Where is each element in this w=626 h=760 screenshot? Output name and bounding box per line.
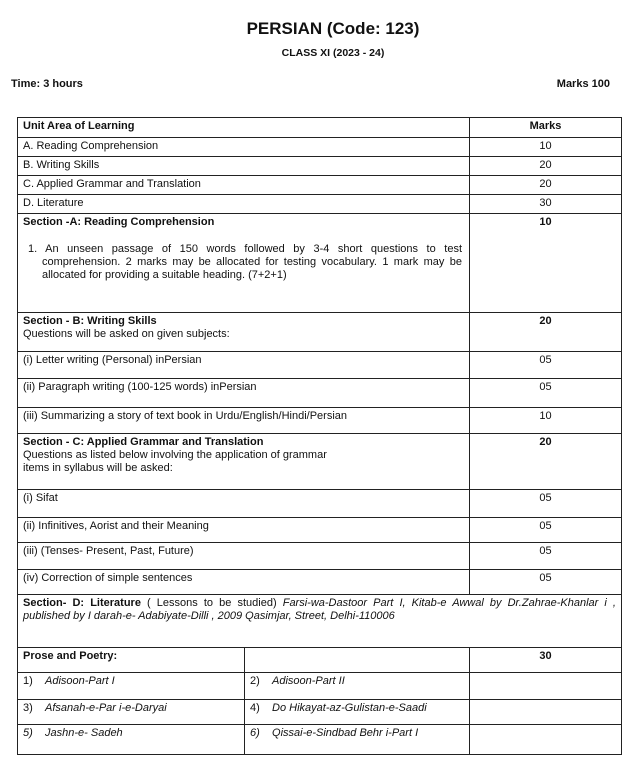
lesson: 3) Afsanah-e-Par i-e-Daryai <box>17 699 245 725</box>
item-label: (i) Letter writing (Personal) inPersian <box>17 351 470 379</box>
section-b-marks: 20 <box>539 315 552 327</box>
unit-label: A. Reading Comprehension <box>17 137 470 157</box>
table-row: (i) Letter writing (Personal) inPersian 0… <box>17 351 622 379</box>
section-c-title: Section - C: Applied Grammar and Transla… <box>23 436 264 448</box>
section-c-text: items in syllabus will be asked: <box>23 462 173 474</box>
unit-label: D. Literature <box>17 194 470 214</box>
section-a-text: 1. An unseen passage of 150 words follow… <box>28 243 462 281</box>
lesson: 4) Do Hikayat-az-Gulistan-e-Saadi <box>244 699 470 725</box>
table-row: (iii) Summarizing a story of text book i… <box>17 407 622 434</box>
lesson: 1) Adisoon-Part I <box>17 672 245 700</box>
item-label: (iii) Summarizing a story of text book i… <box>17 407 470 434</box>
item-marks: 05 <box>469 489 622 518</box>
item-marks: 05 <box>469 351 622 379</box>
table-row: B. Writing Skills 20 <box>17 156 622 176</box>
section-d-text: ( Lessons to be studied) <box>140 597 283 609</box>
time-label: Time: 3 hours <box>11 78 83 90</box>
item-marks: 05 <box>469 517 622 543</box>
unit-marks: 20 <box>469 156 622 176</box>
table-row: (i) Sifat 05 <box>17 489 622 518</box>
table-row: (ii) Infinitives, Aorist and their Meani… <box>17 517 622 543</box>
unit-label: C. Applied Grammar and Translation <box>17 175 470 195</box>
unit-marks: 20 <box>469 175 622 195</box>
item-label: (iii) (Tenses- Present, Past, Future) <box>17 542 470 570</box>
col-unit: Unit Area of Learning <box>23 120 135 132</box>
lesson-row: 5) Jashn-e- Sadeh 6) Qissai-e-Sindbad Be… <box>17 724 622 755</box>
total-marks: Marks 100 <box>556 78 610 90</box>
section-b-text: Questions will be asked on given subject… <box>23 328 230 340</box>
prose-marks: 30 <box>539 650 552 662</box>
table-row: (ii) Paragraph writing (100-125 words) i… <box>17 378 622 408</box>
item-label: (ii) Paragraph writing (100-125 words) i… <box>17 378 470 408</box>
lesson: 6) Qissai-e-Sindbad Behr i-Part I <box>244 724 470 755</box>
section-b-title: Section - B: Writing Skills <box>23 315 157 327</box>
syllabus-table: Unit Area of Learning Marks A. Reading C… <box>17 117 622 755</box>
table-row: C. Applied Grammar and Translation 20 <box>17 175 622 195</box>
section-b-row: Section - B: Writing Skills Questions wil… <box>17 312 622 352</box>
page-title: PERSIAN (Code: 123) <box>246 19 420 38</box>
section-a-row: Section -A: Reading Comprehension 1. An … <box>17 213 622 313</box>
item-label: (i) Sifat <box>17 489 470 518</box>
item-marks: 05 <box>469 378 622 408</box>
section-c-text: Questions as listed below involving the … <box>23 449 327 461</box>
section-a-title: Section -A: Reading Comprehension <box>23 216 215 228</box>
table-row: D. Literature 30 <box>17 194 622 214</box>
section-d-row: Section- D: Literature ( Lessons to be s… <box>17 594 622 648</box>
lesson-row: 3) Afsanah-e-Par i-e-Daryai 4) Do Hikaya… <box>17 699 622 725</box>
lesson: 5) Jashn-e- Sadeh <box>17 724 245 755</box>
lesson: 2) Adisoon-Part II <box>244 672 470 700</box>
section-c-row: Section - C: Applied Grammar and Transla… <box>17 433 622 490</box>
page-subtitle: CLASS XI (2023 - 24) <box>281 47 385 59</box>
section-d-book: Farsi-wa-Dastoor Part I, Kitab-e Awwal b… <box>23 597 616 622</box>
lesson-row: 1) Adisoon-Part I 2) Adisoon-Part II <box>17 672 622 700</box>
item-label: (ii) Infinitives, Aorist and their Meani… <box>17 517 470 543</box>
prose-header-row: Prose and Poetry: 30 <box>17 647 622 673</box>
unit-marks: 10 <box>469 137 622 157</box>
table-row: (iii) (Tenses- Present, Past, Future) 05 <box>17 542 622 570</box>
table-header: Unit Area of Learning Marks <box>17 117 622 138</box>
section-c-marks: 20 <box>539 436 552 448</box>
table-row: A. Reading Comprehension 10 <box>17 137 622 157</box>
unit-marks: 30 <box>469 194 622 214</box>
item-marks: 05 <box>469 542 622 570</box>
col-marks: Marks <box>529 120 562 132</box>
section-a-marks: 10 <box>539 216 552 228</box>
item-marks: 10 <box>469 407 622 434</box>
unit-label: B. Writing Skills <box>17 156 470 176</box>
item-marks: 05 <box>469 569 622 595</box>
table-row: (iv) Correction of simple sentences 05 <box>17 569 622 595</box>
prose-title: Prose and Poetry: <box>23 650 118 662</box>
item-label: (iv) Correction of simple sentences <box>17 569 470 595</box>
section-d-title: Section- D: Literature <box>23 597 141 609</box>
